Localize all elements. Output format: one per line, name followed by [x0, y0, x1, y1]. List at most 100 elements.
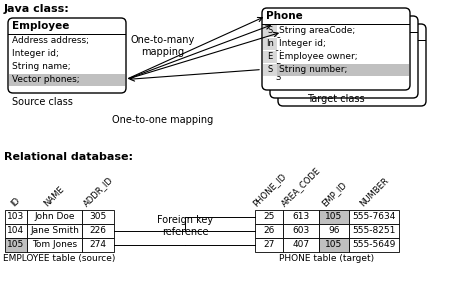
Text: ADDR_ID: ADDR_ID — [82, 175, 115, 208]
Bar — [278, 40, 426, 41]
Bar — [283, 224, 319, 238]
Bar — [279, 66, 293, 79]
Bar — [9, 47, 125, 60]
Text: Target class: Target class — [307, 94, 365, 104]
Text: Jane Smith: Jane Smith — [30, 226, 79, 235]
Text: 305: 305 — [89, 212, 107, 221]
Bar — [270, 32, 418, 33]
Text: Java class:: Java class: — [4, 4, 70, 14]
Bar — [263, 50, 409, 63]
Text: S: S — [267, 26, 273, 35]
Bar — [263, 38, 277, 50]
FancyBboxPatch shape — [262, 8, 410, 90]
Text: One-to-one mapping: One-to-one mapping — [112, 115, 214, 125]
Bar — [263, 24, 277, 37]
Text: Relational database:: Relational database: — [4, 152, 133, 162]
FancyBboxPatch shape — [8, 18, 126, 93]
Text: 105: 105 — [325, 212, 343, 221]
Text: E: E — [283, 68, 288, 77]
Bar — [263, 63, 277, 76]
Text: Employee owner;: Employee owner; — [279, 52, 358, 61]
Text: E: E — [275, 60, 281, 69]
Bar — [279, 54, 293, 66]
Bar — [271, 46, 285, 58]
Bar — [262, 24, 410, 25]
Text: 555-5649: 555-5649 — [352, 240, 396, 249]
Bar — [255, 210, 283, 224]
Text: S: S — [283, 42, 288, 51]
Bar — [279, 80, 293, 92]
Text: Foreign key
reference: Foreign key reference — [157, 215, 213, 237]
Text: 25: 25 — [263, 212, 275, 221]
FancyBboxPatch shape — [278, 24, 426, 106]
Text: S: S — [267, 65, 273, 74]
Text: Phone: Phone — [266, 11, 303, 21]
Text: S: S — [275, 73, 281, 82]
Bar — [263, 50, 277, 63]
Text: EMPLOYEE table (source): EMPLOYEE table (source) — [3, 254, 116, 263]
Bar — [27, 238, 82, 252]
Text: 613: 613 — [292, 212, 310, 221]
Text: Integer id;: Integer id; — [12, 49, 59, 58]
Text: Phone: Phone — [274, 19, 311, 29]
Bar — [27, 224, 82, 238]
Text: S: S — [275, 34, 281, 43]
Bar — [5, 224, 27, 238]
Text: John Doe: John Doe — [34, 212, 75, 221]
Text: 226: 226 — [90, 226, 107, 235]
Text: In: In — [274, 47, 282, 56]
Text: 603: 603 — [292, 226, 310, 235]
Bar — [9, 35, 125, 47]
FancyBboxPatch shape — [270, 16, 418, 98]
Bar — [283, 238, 319, 252]
Text: String number;: String number; — [279, 65, 347, 74]
Bar — [255, 238, 283, 252]
Bar — [8, 34, 126, 35]
Text: Vector phones;: Vector phones; — [12, 75, 80, 84]
Text: Employee: Employee — [12, 21, 69, 31]
Text: In: In — [282, 55, 290, 64]
Text: 555-7634: 555-7634 — [352, 212, 396, 221]
Text: AREA_CODE: AREA_CODE — [280, 165, 322, 208]
Text: ID: ID — [9, 195, 22, 208]
Text: 103: 103 — [8, 212, 25, 221]
Bar — [271, 32, 285, 45]
Bar — [349, 224, 399, 238]
Bar — [82, 210, 114, 224]
Bar — [271, 58, 285, 71]
Text: In: In — [266, 39, 274, 48]
Bar — [271, 72, 285, 84]
Bar — [5, 238, 27, 252]
Bar — [283, 210, 319, 224]
Bar — [27, 210, 82, 224]
Text: 274: 274 — [90, 240, 107, 249]
Text: EMP_ID: EMP_ID — [320, 180, 348, 208]
Text: 105: 105 — [325, 240, 343, 249]
Bar — [263, 63, 409, 76]
Text: String areaCode;: String areaCode; — [279, 26, 355, 35]
Text: Source class: Source class — [12, 97, 73, 107]
Bar — [255, 224, 283, 238]
Text: E: E — [267, 52, 273, 61]
Text: Address address;: Address address; — [12, 36, 89, 45]
Text: One-to-many
mapping: One-to-many mapping — [131, 35, 195, 57]
Text: Integer id;: Integer id; — [279, 39, 326, 48]
Text: 407: 407 — [293, 240, 310, 249]
Bar — [319, 238, 349, 252]
Text: 96: 96 — [328, 226, 340, 235]
Text: 105: 105 — [8, 240, 25, 249]
Bar — [263, 24, 409, 37]
Text: 104: 104 — [8, 226, 25, 235]
Text: Tom Jones: Tom Jones — [32, 240, 77, 249]
Bar — [82, 238, 114, 252]
Text: S: S — [283, 81, 288, 90]
Text: PHONE_ID: PHONE_ID — [251, 171, 287, 208]
Bar — [349, 210, 399, 224]
Text: 27: 27 — [263, 240, 275, 249]
Text: String name;: String name; — [12, 62, 71, 71]
Text: PHONE table (target): PHONE table (target) — [279, 254, 375, 263]
Bar — [349, 238, 399, 252]
Bar — [263, 38, 409, 50]
Bar — [5, 210, 27, 224]
Text: 26: 26 — [263, 226, 275, 235]
